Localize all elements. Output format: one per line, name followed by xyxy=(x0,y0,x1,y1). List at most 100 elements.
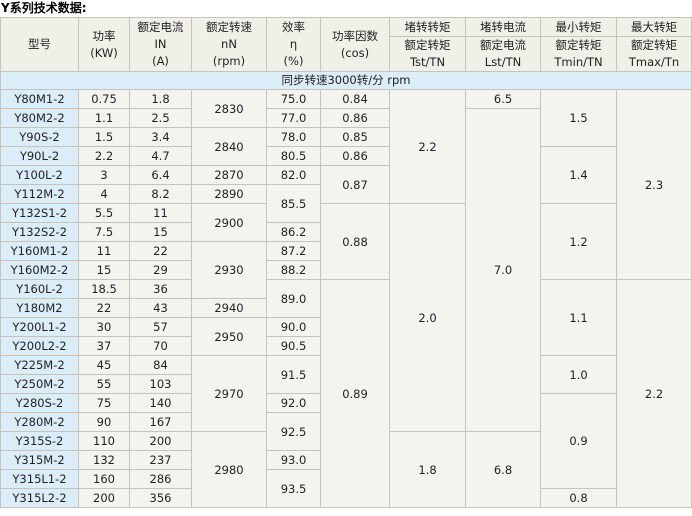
current-cell: 167 xyxy=(129,412,192,432)
pf-cell: 0.86 xyxy=(320,108,390,128)
table-row: Y315S-2 110 200 2980 1.8 6.8 xyxy=(0,431,692,508)
header-pf: 功率因数 (cos) xyxy=(320,17,390,72)
power-cell: 110 xyxy=(78,431,130,451)
header-speed: 额定转速 nN (rpm) xyxy=(191,17,267,72)
header-lst-top: 堵转电流 xyxy=(465,17,541,37)
tmin-cell: 0.9 xyxy=(540,393,617,489)
current-cell: 4.7 xyxy=(129,146,192,166)
tmax-cell: 2.3 xyxy=(616,89,692,280)
tst-cell: 2.2 xyxy=(389,89,466,204)
motor-spec-table: 型号 功率 (KW) 额定电流 IN (A) 额定转速 nN (rpm) 效率 η (%) 功… xyxy=(0,17,692,508)
tst-cell: 2.0 xyxy=(389,203,466,432)
pf-cell: 0.88 xyxy=(320,203,390,280)
model-cell: Y200L1-2 xyxy=(0,317,79,337)
power-cell: 37 xyxy=(78,336,130,356)
tst-cell: 1.8 xyxy=(389,431,466,508)
model-cell: Y200L2-2 xyxy=(0,336,79,356)
power-cell: 11 xyxy=(78,241,130,261)
current-cell: 140 xyxy=(129,393,192,413)
table-row: Y280S-2 75 140 92.0 0.9 xyxy=(0,393,692,489)
efficiency-cell: 88.2 xyxy=(266,260,321,280)
table-row: Y250M-2 55 103 xyxy=(0,374,692,394)
model-cell: Y315L1-2 xyxy=(0,469,79,489)
section-row: 同步转速3000转/分 rpm xyxy=(0,71,692,90)
speed-cell: 2890 xyxy=(191,184,267,204)
model-cell: Y160M1-2 xyxy=(0,241,79,261)
lst-cell: 6.8 xyxy=(465,431,541,508)
table-row: Y160M1-2 11 22 2930 87.2 xyxy=(0,241,692,299)
table-row: Y160L-2 18.5 36 89.0 0.89 1.1 2.2 xyxy=(0,279,692,508)
table-row: Y90L-2 2.2 4.7 80.5 0.86 1.4 xyxy=(0,146,692,204)
efficiency-cell: 82.0 xyxy=(266,165,321,185)
efficiency-cell: 92.5 xyxy=(266,412,321,451)
power-cell: 2.2 xyxy=(78,146,130,166)
model-cell: Y280S-2 xyxy=(0,393,79,413)
header-power: 功率 (KW) xyxy=(78,17,130,72)
speed-cell: 2900 xyxy=(191,203,267,242)
table-row: Y315L2-2 200 356 0.8 xyxy=(0,488,692,508)
tmin-cell: 1.0 xyxy=(540,355,617,394)
efficiency-cell: 89.0 xyxy=(266,279,321,318)
tmin-cell: 1.4 xyxy=(540,146,617,204)
model-cell: Y315L2-2 xyxy=(0,488,79,508)
model-cell: Y100L-2 xyxy=(0,165,79,185)
header-model: 型号 xyxy=(0,17,79,72)
model-cell: Y112M-2 xyxy=(0,184,79,204)
lst-cell: 6.5 xyxy=(465,89,541,109)
efficiency-cell: 90.5 xyxy=(266,336,321,356)
efficiency-cell: 80.5 xyxy=(266,146,321,166)
model-cell: Y225M-2 xyxy=(0,355,79,375)
speed-cell: 2840 xyxy=(191,127,267,166)
model-cell: Y160L-2 xyxy=(0,279,79,299)
current-cell: 200 xyxy=(129,431,192,451)
table-row: Y200L1-2 30 57 2950 90.0 xyxy=(0,317,692,356)
current-cell: 356 xyxy=(129,488,192,508)
model-cell: Y80M2-2 xyxy=(0,108,79,128)
pf-cell: 0.89 xyxy=(320,279,390,508)
power-cell: 7.5 xyxy=(78,222,130,242)
model-cell: Y132S1-2 xyxy=(0,203,79,223)
current-cell: 3.4 xyxy=(129,127,192,147)
power-cell: 1.5 xyxy=(78,127,130,147)
table-row: Y80M1-2 0.75 1.8 2830 75.0 0.84 2.2 6.5 1.5 2.3 xyxy=(0,89,692,280)
lst-cell: 7.0 xyxy=(465,108,541,432)
header-tmax-top: 最大转矩 xyxy=(616,17,692,37)
power-cell: 55 xyxy=(78,374,130,394)
current-cell: 8.2 xyxy=(129,184,192,204)
efficiency-cell: 91.5 xyxy=(266,355,321,394)
power-cell: 1.1 xyxy=(78,108,130,128)
table-row: Y160M2-2 15 29 88.2 xyxy=(0,260,692,280)
current-cell: 2.5 xyxy=(129,108,192,128)
power-cell: 4 xyxy=(78,184,130,204)
efficiency-cell: 92.0 xyxy=(266,393,321,413)
table-row: Y100L-2 3 6.4 2870 82.0 0.87 xyxy=(0,165,692,204)
tmin-cell: 1.2 xyxy=(540,203,617,280)
table-row: Y132S2-2 7.5 15 86.2 xyxy=(0,222,692,242)
tmax-cell: 2.2 xyxy=(616,279,692,508)
power-cell: 18.5 xyxy=(78,279,130,299)
efficiency-cell: 93.5 xyxy=(266,469,321,508)
current-cell: 70 xyxy=(129,336,192,356)
speed-cell: 2940 xyxy=(191,298,267,318)
speed-cell: 2970 xyxy=(191,355,267,432)
current-cell: 1.8 xyxy=(129,89,192,109)
table-row: Y315M-2 132 237 93.0 xyxy=(0,450,692,470)
power-cell: 3 xyxy=(78,165,130,185)
model-cell: Y315S-2 xyxy=(0,431,79,451)
power-cell: 90 xyxy=(78,412,130,432)
speed-cell: 2930 xyxy=(191,241,267,299)
table-row: Y200L2-2 37 70 90.5 xyxy=(0,336,692,356)
table-row: Y90S-2 1.5 3.4 2840 78.0 0.85 xyxy=(0,127,692,166)
model-cell: Y90S-2 xyxy=(0,127,79,147)
header-tmax: 额定转矩 Tmax/Tn xyxy=(616,36,692,72)
tmin-cell: 1.5 xyxy=(540,89,617,147)
current-cell: 6.4 xyxy=(129,165,192,185)
power-cell: 200 xyxy=(78,488,130,508)
pf-cell: 0.85 xyxy=(320,127,390,147)
efficiency-cell: 78.0 xyxy=(266,127,321,147)
power-cell: 5.5 xyxy=(78,203,130,223)
current-cell: 43 xyxy=(129,298,192,318)
current-cell: 11 xyxy=(129,203,192,223)
table-row: Y80M2-2 1.1 2.5 77.0 0.86 7.0 xyxy=(0,108,692,432)
model-cell: Y180M2 xyxy=(0,298,79,318)
